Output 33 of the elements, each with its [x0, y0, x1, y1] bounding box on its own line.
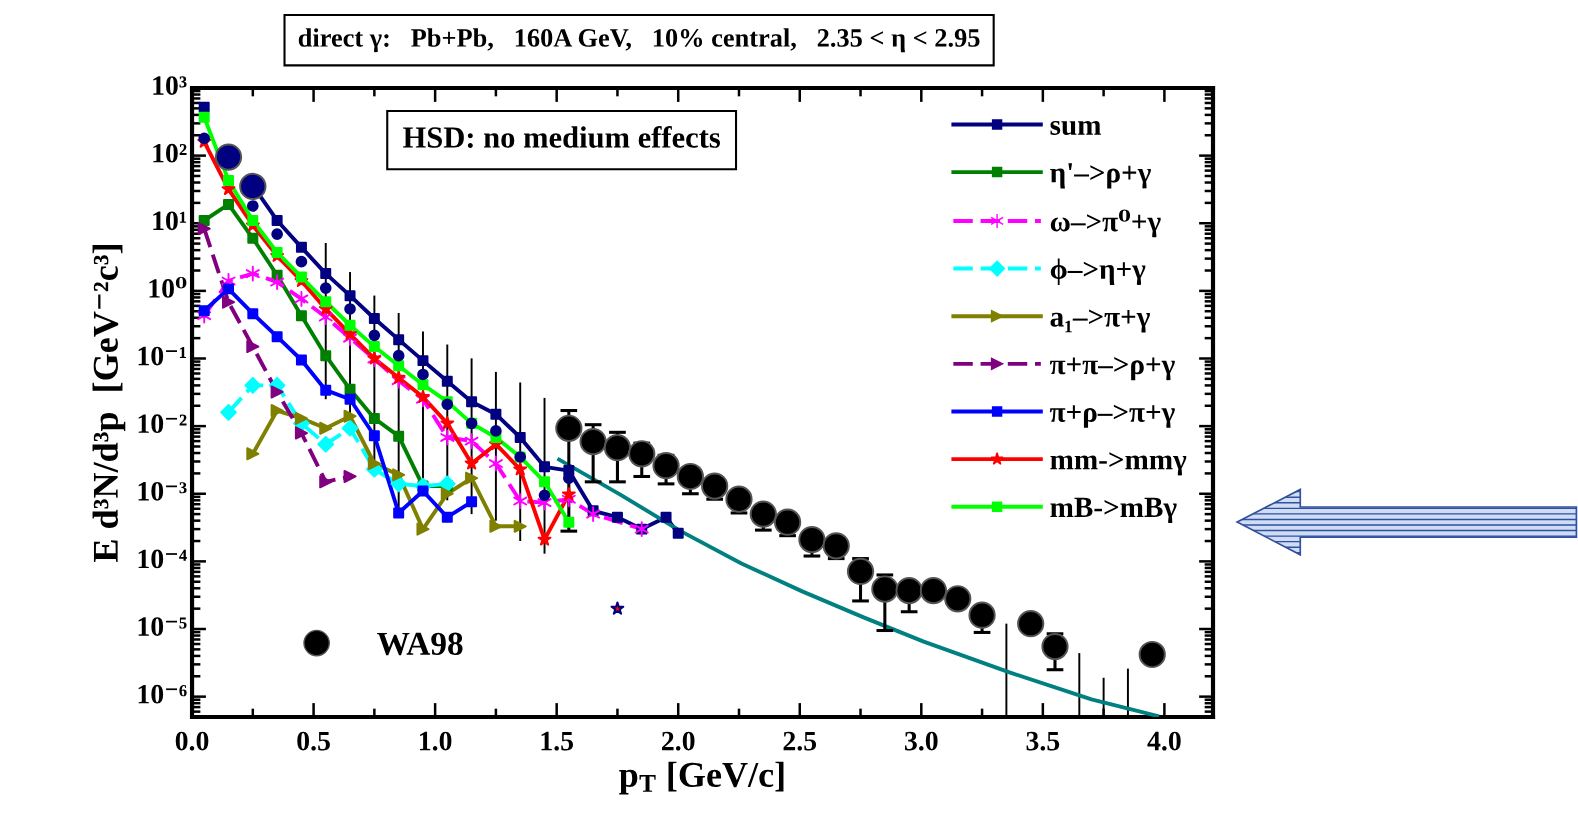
x-tick-label: 2.0	[662, 731, 695, 751]
legend-label: mm->mmγ	[1050, 452, 1187, 476]
legend-label: mB->mBγ	[1050, 497, 1177, 524]
x-tick-label: 2.5	[783, 731, 817, 751]
legend-label: WA98	[377, 632, 463, 656]
y-tick-label: 10²	[153, 143, 187, 163]
y-tick-label: 10¹	[153, 211, 187, 231]
chart-title: direct γ: Pb+Pb, 160A GeV, 10% central, 2.35 < η < 2.95	[298, 28, 980, 53]
y-tick-label: 10⁻²	[138, 414, 187, 434]
x-tick-label: 0.0	[175, 731, 209, 751]
y-tick-label: 10⁰	[149, 276, 187, 298]
y-tick-label: 10⁻⁵	[138, 617, 187, 636]
legend-label: π+ρ–>π+γ	[1049, 404, 1175, 428]
x-axis-title: p$_{T}$ [GeV/c]	[619, 761, 784, 795]
y-tick-label: 10⁻³	[138, 481, 187, 501]
legend-label: ϕ–>η+γ	[1050, 258, 1146, 285]
x-tick-label: 3.0	[904, 731, 938, 751]
x-tick-label: 0.5	[297, 731, 330, 751]
y-tick-label: 10³	[153, 76, 187, 95]
x-tick-label: 1.5	[541, 731, 574, 751]
annotation: HSD: no medium effects	[403, 126, 721, 148]
legend-label: sum	[1050, 120, 1101, 136]
legend-label: π+π–>ρ+γ	[1049, 357, 1175, 381]
legend-label: η'–>ρ+γ	[1050, 163, 1151, 189]
y-tick-label: 10⁻⁴	[138, 549, 187, 569]
y-tick-label: 10⁻⁶	[138, 684, 187, 704]
x-tick-label: 4.0	[1147, 731, 1181, 751]
legend-label: ω–>π⁰+γ	[1050, 209, 1161, 238]
y-tick-label: 10⁻¹	[138, 346, 187, 366]
x-tick-label: 1.0	[420, 731, 452, 751]
legend-label: a₁–>π+γ	[1050, 309, 1150, 333]
y-axis-title: E d³N/d³p [GeV⁻²c³]	[92, 245, 126, 562]
x-tick-label: 3.5	[1026, 731, 1060, 751]
